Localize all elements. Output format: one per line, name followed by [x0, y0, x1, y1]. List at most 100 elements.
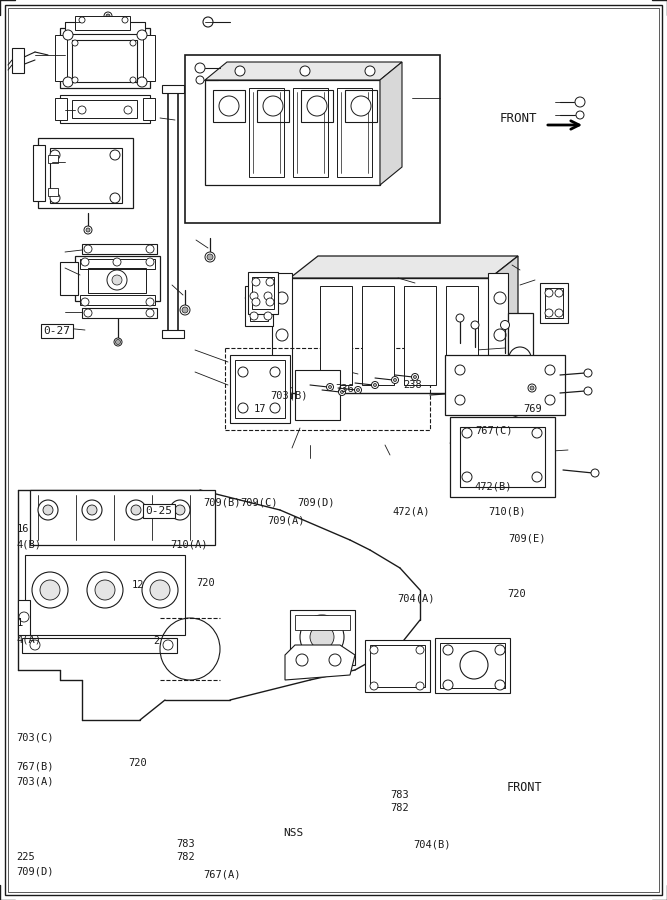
Circle shape — [150, 580, 170, 600]
Text: 238: 238 — [404, 380, 422, 391]
Bar — [12, 48, 24, 73]
Text: 709(C): 709(C) — [240, 497, 277, 508]
Text: 704(B): 704(B) — [414, 839, 451, 850]
Circle shape — [63, 77, 73, 87]
Text: 783: 783 — [177, 839, 195, 850]
Bar — [540, 283, 568, 323]
Circle shape — [81, 258, 89, 266]
Text: 12: 12 — [132, 580, 145, 590]
Circle shape — [555, 309, 563, 317]
Text: 1: 1 — [17, 617, 23, 628]
Bar — [143, 35, 155, 81]
Circle shape — [530, 386, 534, 390]
Circle shape — [545, 395, 555, 405]
Circle shape — [545, 365, 555, 375]
Text: 769: 769 — [524, 404, 542, 415]
Circle shape — [392, 376, 398, 383]
Circle shape — [494, 292, 506, 304]
Text: 709(E): 709(E) — [508, 533, 546, 544]
Text: 704(A): 704(A) — [397, 593, 434, 604]
Bar — [75, 16, 130, 30]
Text: 709(D): 709(D) — [17, 866, 54, 877]
Text: 472(A): 472(A) — [392, 506, 430, 517]
Text: 720: 720 — [128, 758, 147, 769]
Circle shape — [113, 258, 121, 266]
Circle shape — [163, 640, 173, 650]
Text: FRONT: FRONT — [500, 112, 538, 124]
Bar — [88, 268, 146, 293]
Text: 17: 17 — [253, 404, 266, 415]
Polygon shape — [205, 62, 402, 80]
Bar — [82, 308, 157, 318]
Polygon shape — [285, 645, 355, 680]
Bar — [48, 155, 58, 163]
Bar — [235, 360, 285, 418]
Polygon shape — [490, 256, 518, 393]
Bar — [72, 100, 137, 118]
Circle shape — [584, 369, 592, 377]
Circle shape — [84, 245, 92, 253]
Circle shape — [252, 298, 260, 306]
Circle shape — [545, 289, 553, 297]
Circle shape — [195, 63, 205, 73]
Circle shape — [146, 245, 154, 253]
Circle shape — [270, 403, 280, 413]
Circle shape — [252, 278, 260, 286]
Text: 0-27: 0-27 — [43, 326, 70, 337]
Circle shape — [114, 338, 122, 346]
Circle shape — [130, 77, 136, 83]
Bar — [185, 55, 440, 223]
Bar — [450, 417, 555, 497]
Circle shape — [170, 500, 190, 520]
Circle shape — [79, 17, 85, 23]
Bar — [257, 90, 289, 122]
Bar — [60, 95, 150, 123]
Bar — [295, 615, 350, 630]
Circle shape — [354, 386, 362, 393]
Circle shape — [87, 572, 123, 608]
Circle shape — [460, 651, 488, 679]
Text: 736: 736 — [335, 383, 354, 394]
Circle shape — [19, 612, 29, 622]
Bar — [252, 277, 274, 309]
Circle shape — [182, 307, 188, 313]
Bar — [362, 286, 394, 385]
Bar — [337, 88, 372, 177]
Circle shape — [50, 150, 60, 160]
Circle shape — [270, 367, 280, 377]
Circle shape — [107, 270, 127, 290]
Bar — [272, 273, 292, 398]
Circle shape — [250, 312, 258, 320]
Circle shape — [372, 382, 378, 389]
Circle shape — [131, 505, 141, 515]
Bar — [249, 88, 284, 177]
Bar — [48, 188, 58, 196]
Bar — [295, 370, 340, 420]
Bar — [18, 600, 30, 635]
Bar — [55, 98, 67, 120]
Text: 16: 16 — [17, 524, 29, 535]
Circle shape — [126, 500, 146, 520]
Circle shape — [412, 374, 418, 381]
Circle shape — [142, 572, 178, 608]
Circle shape — [340, 391, 344, 393]
Circle shape — [532, 472, 542, 482]
Circle shape — [84, 309, 92, 317]
Bar — [345, 90, 377, 122]
Circle shape — [84, 226, 92, 234]
Text: 720: 720 — [507, 589, 526, 599]
Circle shape — [137, 30, 147, 40]
Circle shape — [238, 403, 248, 413]
Polygon shape — [290, 256, 518, 278]
Circle shape — [175, 505, 185, 515]
Text: 0-25: 0-25 — [145, 506, 172, 517]
Circle shape — [462, 472, 472, 482]
Circle shape — [43, 505, 53, 515]
Text: 782: 782 — [177, 851, 195, 862]
Circle shape — [495, 680, 505, 690]
Circle shape — [370, 646, 378, 654]
Circle shape — [106, 14, 110, 18]
Bar — [445, 355, 565, 415]
Bar — [60, 262, 78, 295]
Bar — [404, 286, 436, 385]
